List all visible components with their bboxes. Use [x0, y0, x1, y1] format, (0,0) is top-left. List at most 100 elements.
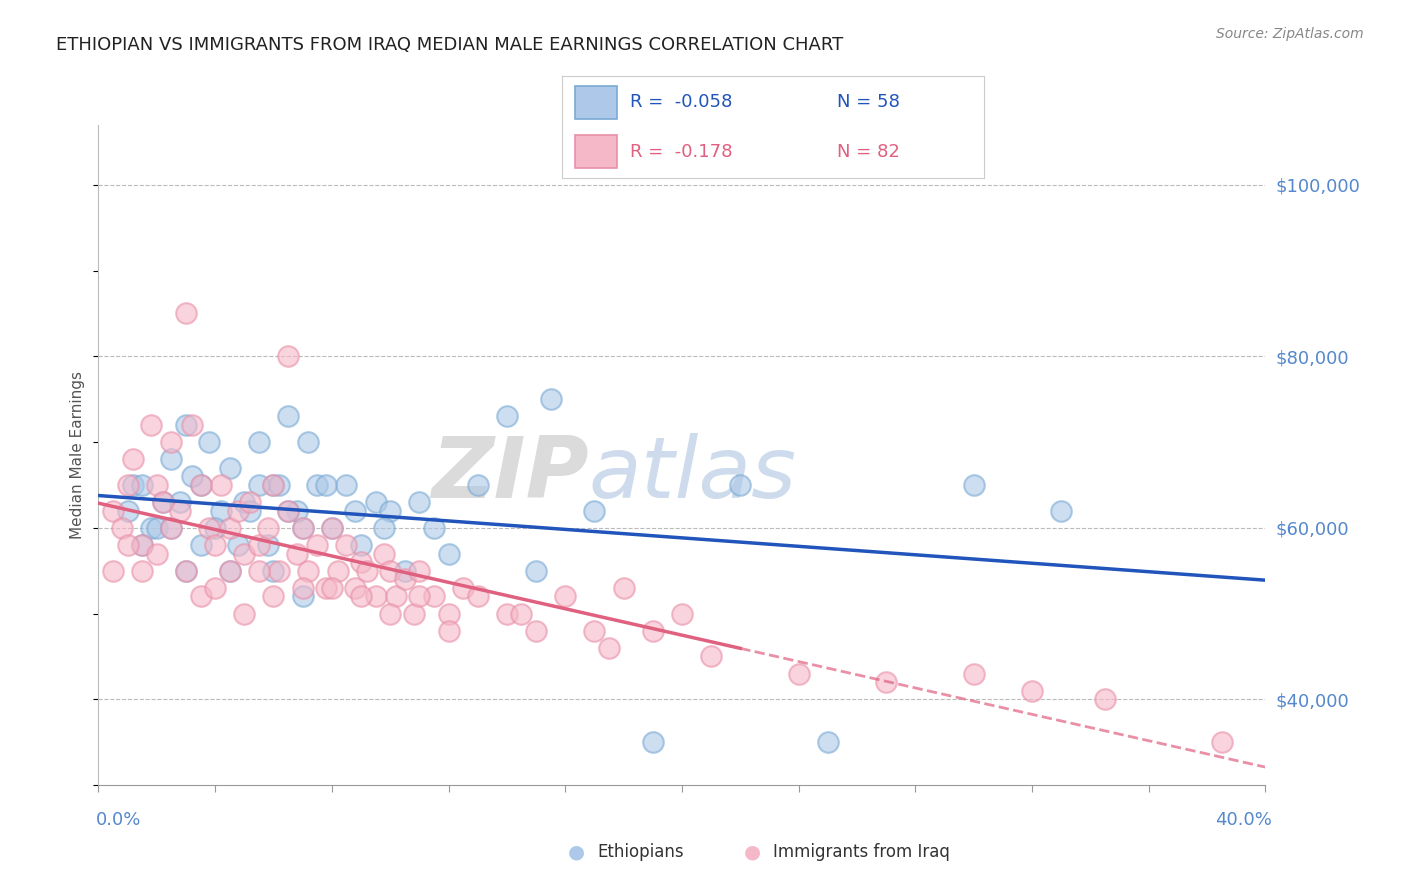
Point	[598, 640, 620, 655]
Text: atlas: atlas	[589, 434, 797, 516]
Point	[378, 564, 402, 578]
Point	[180, 417, 202, 432]
Point	[321, 521, 343, 535]
Point	[190, 478, 212, 492]
Point	[344, 503, 367, 517]
Point	[101, 564, 124, 578]
Point	[285, 547, 308, 561]
Point	[209, 478, 232, 492]
Text: Ethiopians: Ethiopians	[598, 843, 685, 861]
Text: R =  -0.058: R = -0.058	[630, 94, 733, 112]
Point	[174, 564, 197, 578]
Point	[394, 572, 416, 586]
Text: ETHIOPIAN VS IMMIGRANTS FROM IRAQ MEDIAN MALE EARNINGS CORRELATION CHART: ETHIOPIAN VS IMMIGRANTS FROM IRAQ MEDIAN…	[56, 36, 844, 54]
Text: 40.0%: 40.0%	[1216, 811, 1272, 829]
Point	[152, 495, 174, 509]
Point	[700, 649, 723, 664]
Point	[247, 435, 270, 450]
Text: R =  -0.178: R = -0.178	[630, 143, 733, 161]
Point	[373, 521, 395, 535]
Point	[612, 581, 634, 595]
Point	[169, 503, 191, 517]
Text: Source: ZipAtlas.com: Source: ZipAtlas.com	[1216, 27, 1364, 41]
Point	[239, 503, 262, 517]
Point	[315, 581, 337, 595]
Point	[146, 478, 169, 492]
Point	[204, 538, 226, 552]
Point	[540, 392, 562, 407]
Point	[285, 503, 308, 517]
Point	[394, 564, 416, 578]
Point	[139, 417, 162, 432]
Point	[350, 590, 373, 604]
Point	[204, 521, 226, 535]
Point	[190, 478, 212, 492]
Point	[209, 503, 232, 517]
Point	[190, 590, 212, 604]
Point	[146, 547, 169, 561]
Point	[962, 666, 984, 681]
Point	[291, 521, 314, 535]
Point	[174, 417, 197, 432]
Point	[408, 495, 430, 509]
Point	[356, 564, 378, 578]
Point	[131, 478, 153, 492]
Point	[228, 538, 250, 552]
Point	[198, 521, 221, 535]
Bar	[575, 136, 617, 168]
Point	[262, 478, 284, 492]
Point	[131, 538, 153, 552]
Point	[385, 590, 408, 604]
Point	[817, 735, 839, 749]
Point	[277, 409, 299, 424]
Point	[437, 547, 460, 561]
Point	[510, 607, 533, 621]
Point	[364, 590, 387, 604]
Point	[269, 478, 291, 492]
Point	[326, 564, 349, 578]
Point	[378, 503, 402, 517]
Point	[117, 478, 139, 492]
Point	[160, 521, 183, 535]
Point	[228, 503, 250, 517]
Point	[269, 564, 291, 578]
Point	[233, 607, 256, 621]
Point	[1211, 735, 1233, 749]
Point	[321, 581, 343, 595]
Point	[671, 607, 693, 621]
Point	[423, 521, 446, 535]
Point	[291, 521, 314, 535]
Point	[321, 521, 343, 535]
Point	[554, 590, 576, 604]
Point	[344, 581, 367, 595]
Bar	[575, 87, 617, 119]
Point	[122, 452, 145, 467]
Point	[1021, 683, 1043, 698]
Point	[641, 624, 664, 638]
Point	[122, 478, 145, 492]
Text: N = 58: N = 58	[837, 94, 900, 112]
Point	[962, 478, 984, 492]
Point	[117, 503, 139, 517]
Point	[218, 564, 240, 578]
Point	[495, 409, 517, 424]
Point	[467, 478, 489, 492]
Point	[218, 564, 240, 578]
Point	[169, 495, 191, 509]
Y-axis label: Median Male Earnings: Median Male Earnings	[70, 371, 86, 539]
Point	[204, 581, 226, 595]
Text: N = 82: N = 82	[837, 143, 900, 161]
Point	[277, 503, 299, 517]
Point	[335, 538, 357, 552]
Point	[160, 521, 183, 535]
Point	[218, 521, 240, 535]
Point	[350, 538, 373, 552]
Point	[277, 349, 299, 363]
Point	[218, 460, 240, 475]
Point	[641, 735, 664, 749]
Point	[583, 503, 606, 517]
Point	[297, 435, 319, 450]
Point	[335, 478, 357, 492]
Point	[190, 538, 212, 552]
Point	[139, 521, 162, 535]
